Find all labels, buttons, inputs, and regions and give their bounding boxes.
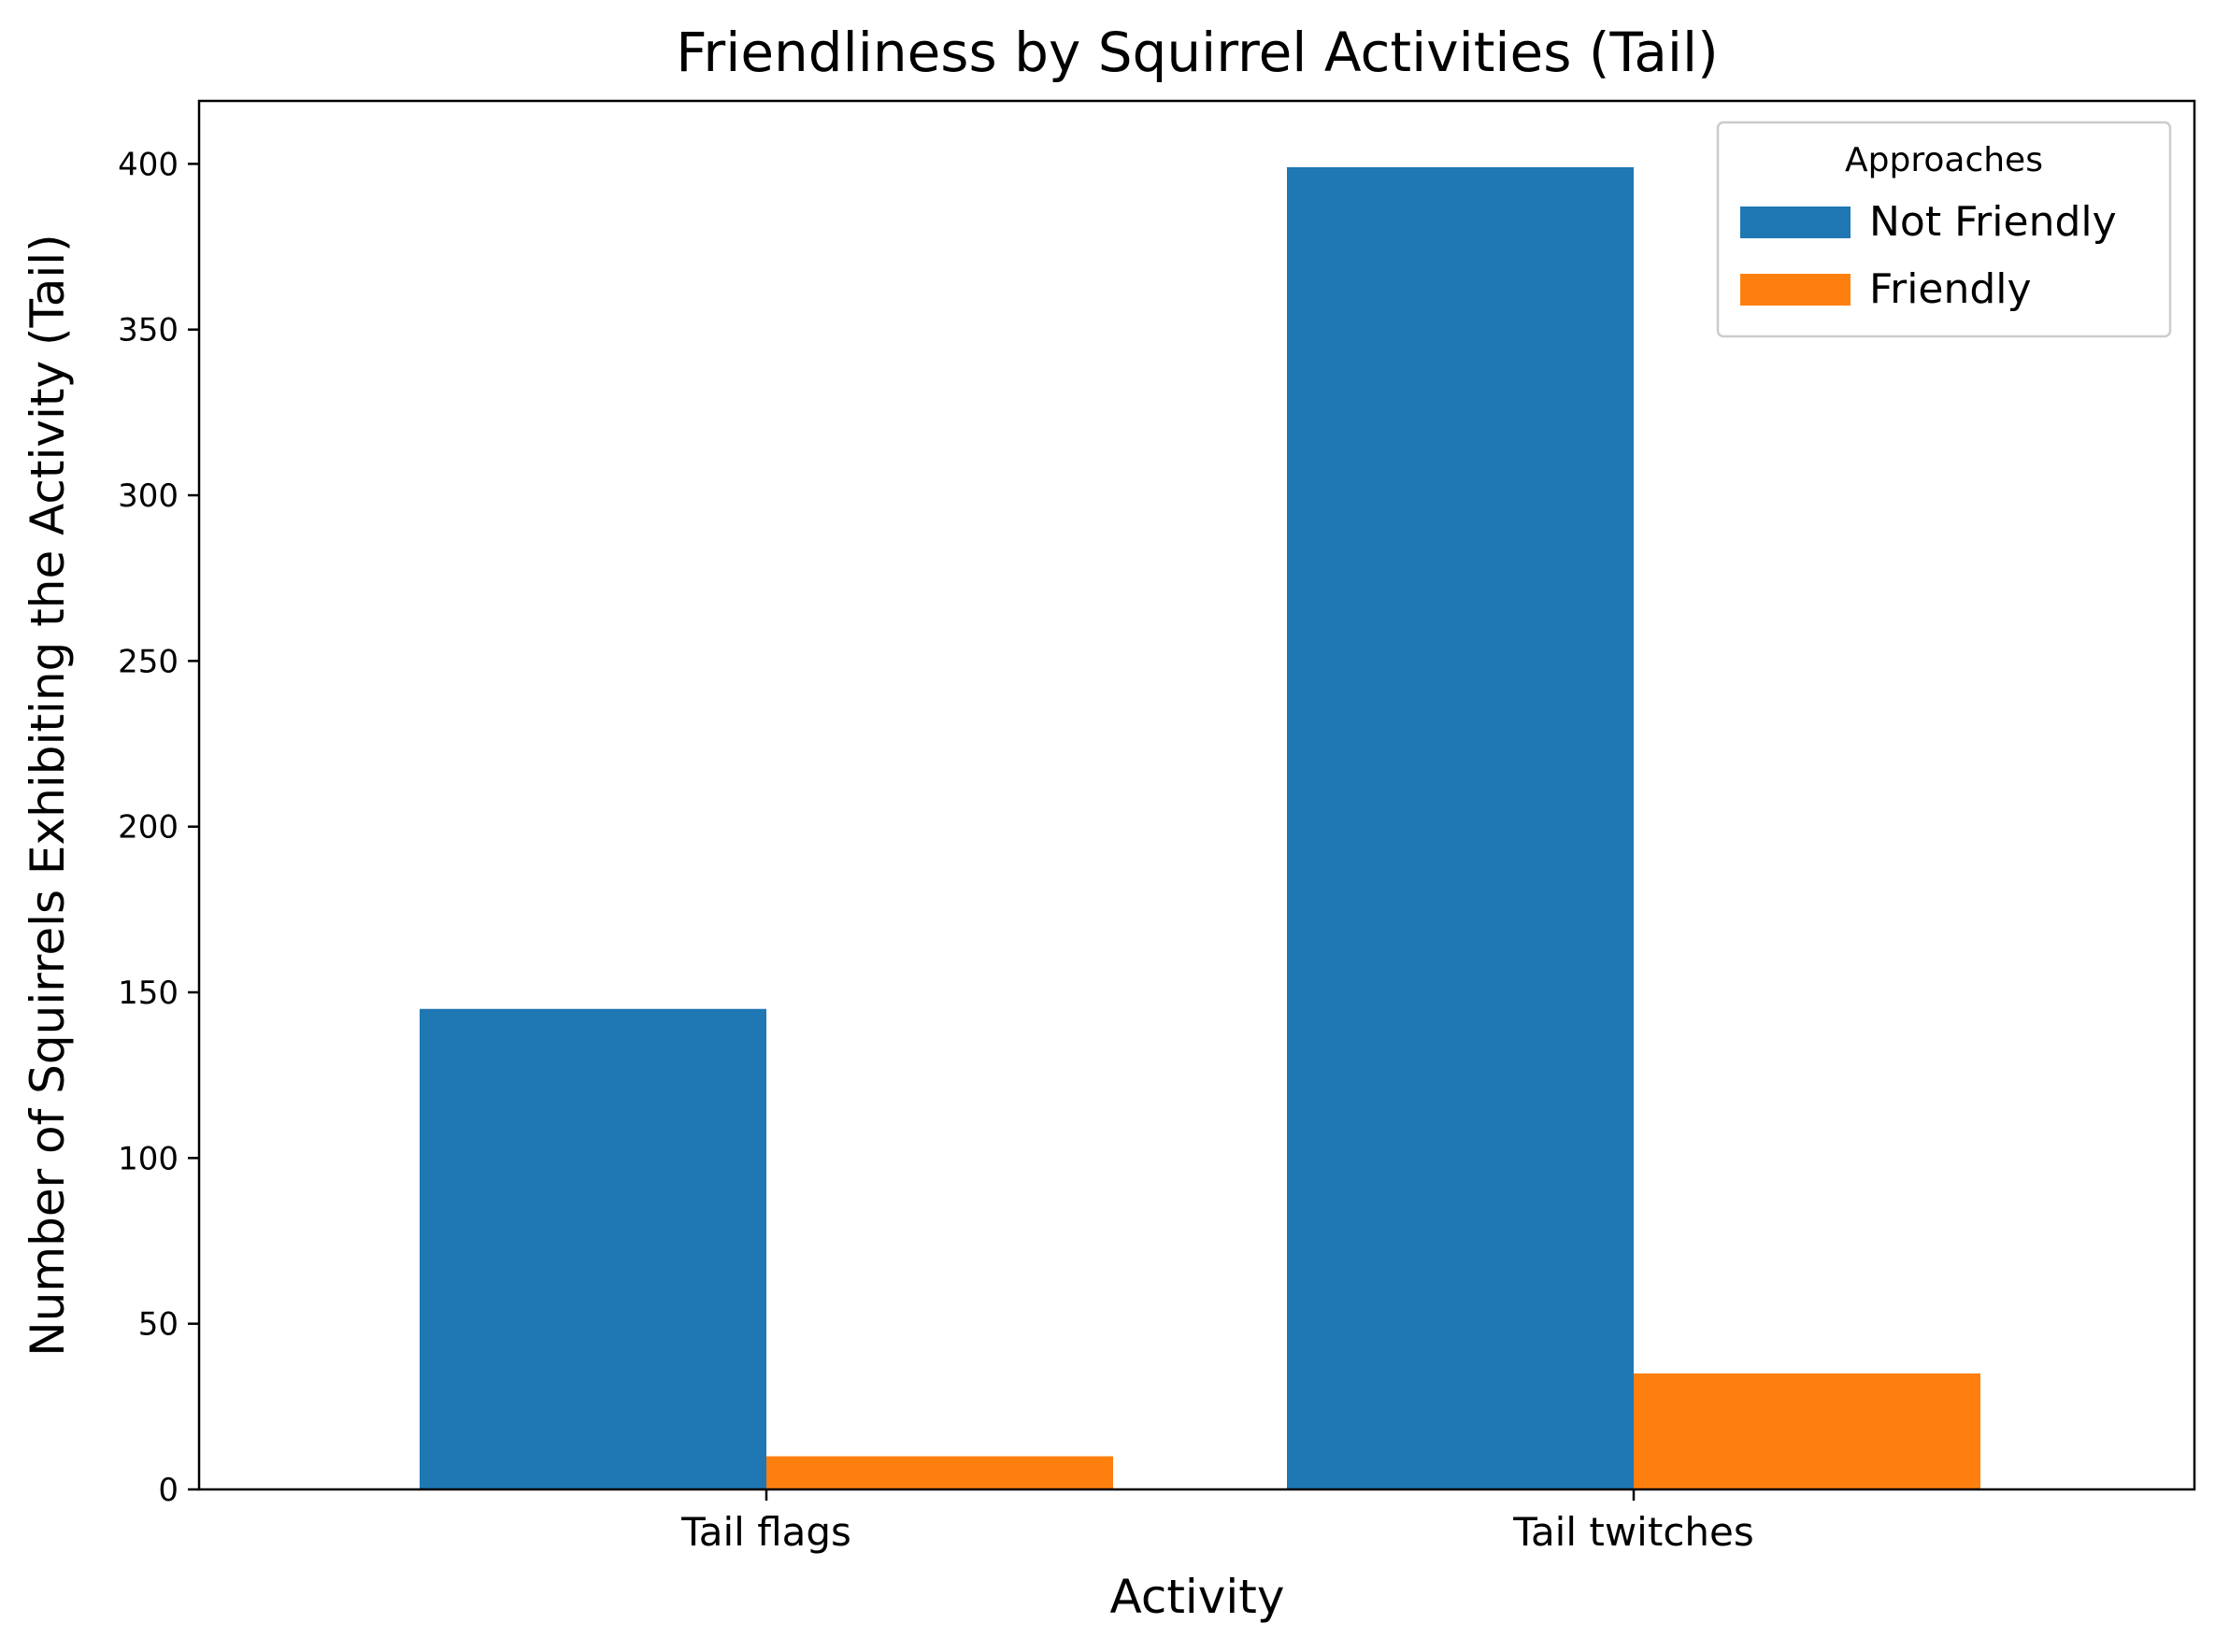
- bars-group: [420, 166, 1980, 1489]
- y-tick-label: 250: [118, 643, 179, 680]
- y-tick-label: 100: [118, 1140, 179, 1177]
- bar-not-friendly-tail-twitches: [1287, 166, 1634, 1489]
- bar-friendly-tail-twitches: [1634, 1373, 1980, 1489]
- legend: Approaches Not Friendly Friendly: [1716, 121, 2172, 338]
- x-tick-label: Tail flags: [680, 1509, 851, 1555]
- legend-label-friendly: Friendly: [1869, 265, 2032, 313]
- chart-title: Friendliness by Squirrel Activities (Tai…: [676, 21, 1719, 84]
- legend-label-not-friendly: Not Friendly: [1869, 198, 2117, 246]
- legend-swatch-not-friendly: [1740, 206, 1851, 238]
- y-tick-label: 400: [118, 146, 179, 183]
- y-tick-label: 350: [118, 312, 179, 349]
- plot-frame: [197, 99, 2196, 1491]
- y-tick-label: 50: [138, 1306, 179, 1344]
- x-axis: Tail flags Tail twitches: [680, 1489, 1754, 1555]
- x-axis-label: Activity: [1110, 1570, 1285, 1624]
- y-tick-label: 150: [118, 975, 179, 1012]
- y-axis: 0 50 100 150 200 250 300 350 400: [118, 146, 199, 1509]
- legend-title: Approaches: [1845, 141, 2043, 179]
- y-axis-label: Number of Squirrels Exhibiting the Activ…: [21, 234, 75, 1356]
- y-tick-label: 300: [118, 477, 179, 515]
- legend-swatch-friendly: [1740, 274, 1851, 306]
- bar-friendly-tail-flags: [766, 1456, 1113, 1489]
- bar-not-friendly-tail-flags: [420, 1008, 766, 1489]
- y-tick-label: 200: [118, 809, 179, 847]
- y-tick-label: 0: [158, 1472, 179, 1509]
- x-tick-label: Tail twitches: [1512, 1509, 1754, 1555]
